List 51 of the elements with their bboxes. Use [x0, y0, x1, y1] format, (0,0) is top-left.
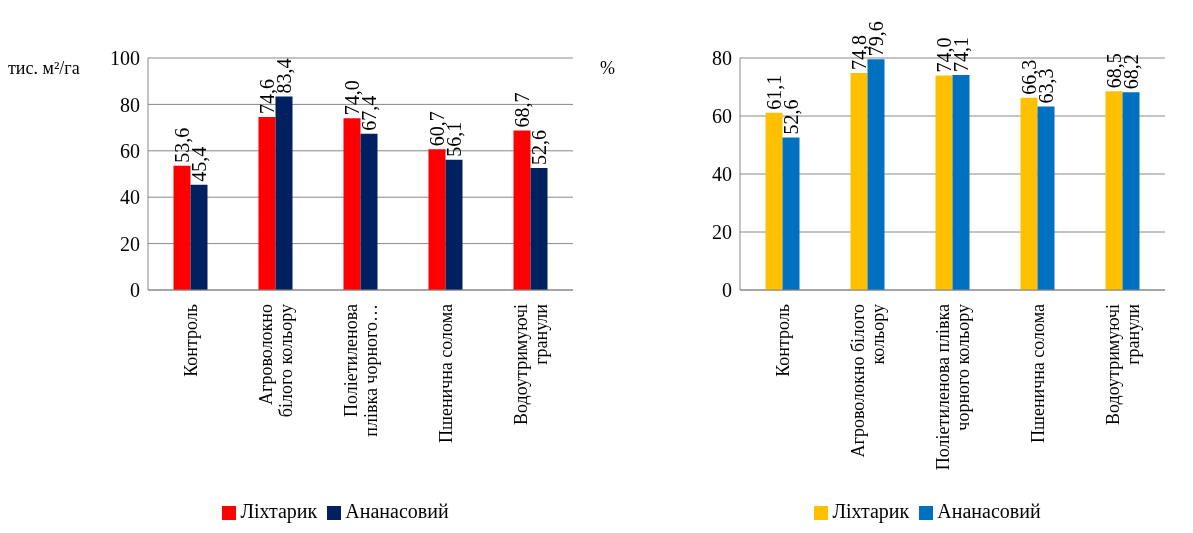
- bar: [765, 112, 783, 290]
- bar: [530, 167, 548, 290]
- bar: [1105, 91, 1123, 290]
- x-tick-label: Контроль: [180, 304, 201, 377]
- y-tick-label: 100: [110, 47, 140, 70]
- x-tick-label: Водоутримуючі гранули: [510, 303, 551, 425]
- x-tick-label: Агроволокно білого кольору: [847, 304, 888, 458]
- data-label: 68,7: [511, 92, 533, 128]
- y-tick-label: 80: [120, 93, 140, 116]
- y-tick-label: 20: [120, 232, 140, 255]
- data-label: 68,5: [1103, 53, 1125, 89]
- legend-label: Ананасовий: [937, 500, 1041, 522]
- bar: [1020, 97, 1038, 290]
- bar: [258, 116, 276, 290]
- bar: [173, 165, 191, 290]
- y-tick-label: 40: [712, 163, 732, 186]
- bar: [190, 184, 208, 290]
- bar: [360, 133, 378, 290]
- bar: [275, 96, 293, 290]
- y-axis-title: тис. м²/га: [8, 58, 80, 79]
- legend-label: Ліхтарик: [832, 500, 910, 522]
- bar: [1037, 106, 1055, 290]
- legend-label: Ліхтарик: [240, 500, 318, 522]
- bar: [952, 75, 970, 290]
- x-tick-label: Пшенична солома: [435, 303, 456, 443]
- legend-label: Ананасовий: [345, 500, 449, 522]
- bar: [782, 137, 800, 290]
- bar: [343, 118, 361, 290]
- y-tick-label: 0: [130, 279, 140, 302]
- x-tick-label: Поліетиленова плівка чорного…: [340, 303, 381, 437]
- x-tick-label: Агроволокно білого кольору: [255, 304, 296, 418]
- bar: [935, 75, 953, 290]
- x-tick-label: Контроль: [772, 304, 793, 377]
- y-tick-label: 40: [120, 186, 140, 209]
- y-tick-label: 60: [712, 105, 732, 128]
- bar: [513, 130, 531, 290]
- x-tick-label: Водоутримуючі гранули: [1102, 303, 1143, 425]
- y-tick-label: 80: [712, 47, 732, 70]
- y-tick-label: 20: [712, 221, 732, 244]
- data-label: 52,6: [528, 129, 550, 165]
- bar: [428, 149, 446, 290]
- bar: [445, 159, 463, 290]
- y-tick-label: 60: [120, 139, 140, 162]
- y-tick-label: 0: [722, 279, 732, 302]
- x-tick-label: Пшенична солома: [1027, 303, 1048, 443]
- bar: [867, 59, 885, 290]
- bar: [1122, 92, 1140, 290]
- data-label: 60,7: [426, 111, 448, 147]
- y-axis-title: %: [600, 58, 615, 79]
- data-label: 74,0: [933, 37, 955, 73]
- bar: [850, 73, 868, 290]
